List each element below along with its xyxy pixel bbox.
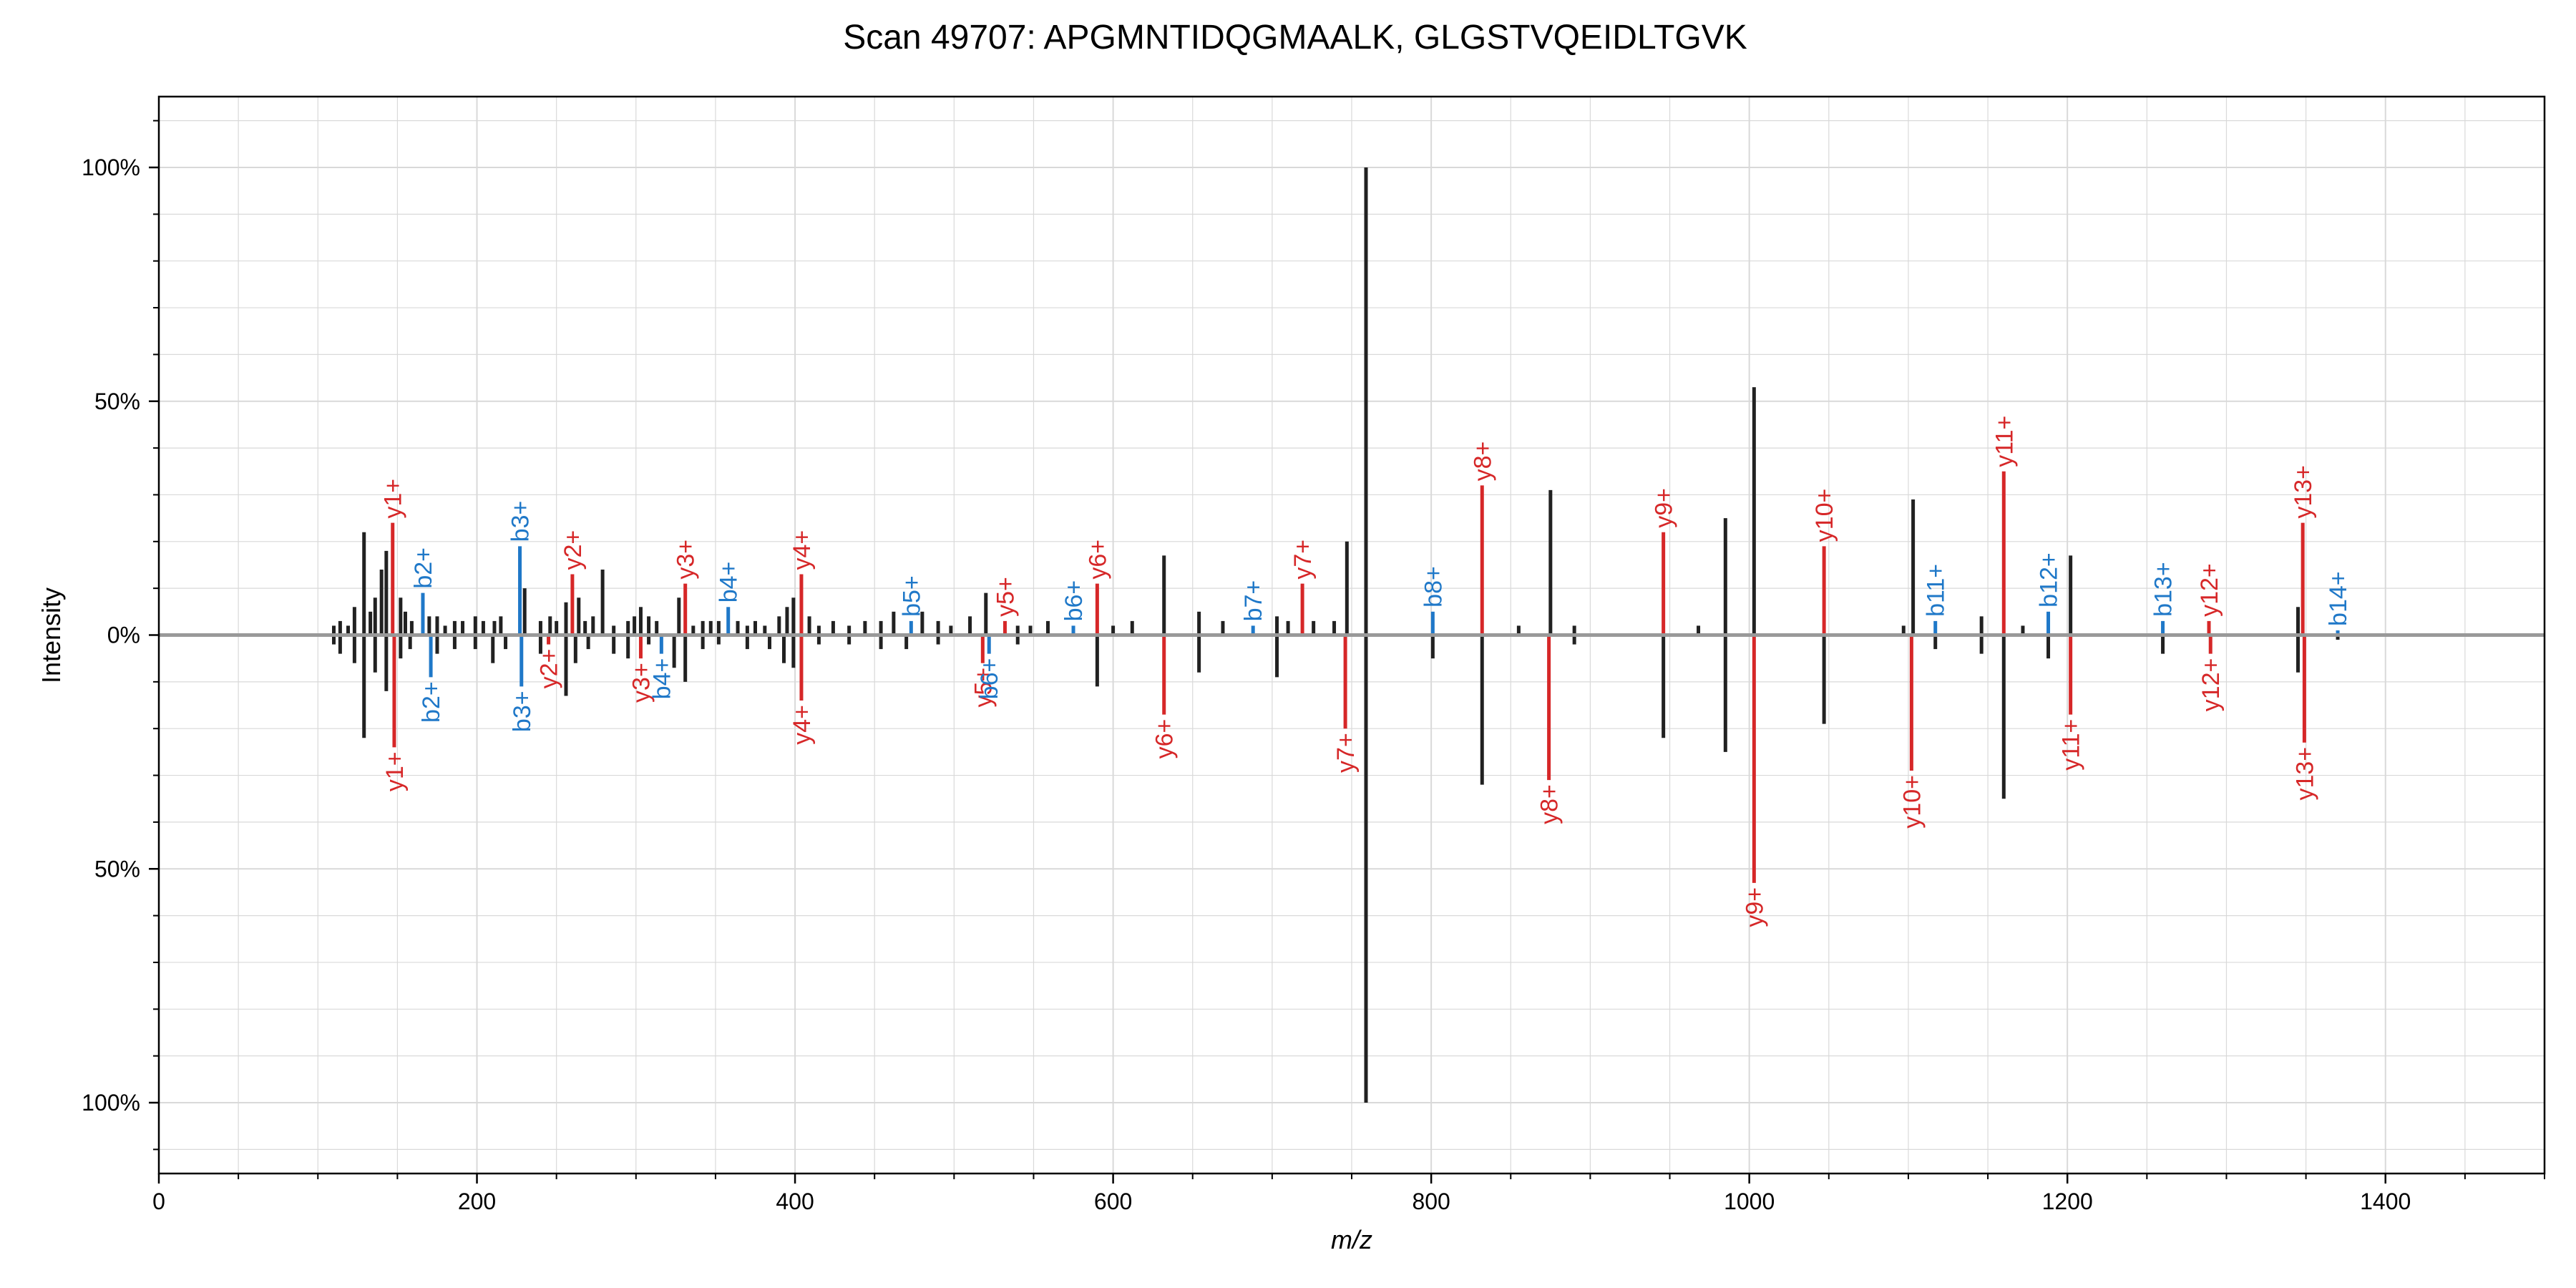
ion-label-top: y1+ [380, 479, 407, 519]
x-tick-label: 400 [776, 1189, 814, 1214]
x-tick-label: 1200 [2042, 1189, 2093, 1214]
axes-layer: 0 200 400 600 800 1000 1200 1400 100% 50% 0% 50% 100… [82, 95, 2546, 1214]
ion-label-bottom: y10+ [1898, 775, 1926, 829]
ion-label-top: y7+ [1289, 540, 1317, 580]
ion-label-top: y11+ [1991, 416, 2018, 467]
ion-label-top: b13+ [2150, 562, 2177, 617]
ion-label-bottom: b3+ [509, 691, 536, 732]
ion-label-top: y13+ [2290, 465, 2317, 519]
x-tick-label: 800 [1412, 1189, 1450, 1214]
x-tick-label: 200 [458, 1189, 496, 1214]
ion-label-bottom: y6+ [1151, 719, 1179, 759]
ion-label-top: y12+ [2196, 563, 2223, 617]
ion-labels-layer: y1+b2+b3+y2+ y3+b4+y4+b5+ y5+ b6+y6+b7+y7+b… [380, 416, 2352, 927]
ion-label-top: b5+ [898, 575, 925, 617]
ion-label-top: b3+ [507, 501, 535, 542]
ion-label-bottom: b2+ [418, 681, 445, 723]
ion-label-bottom: b4+ [648, 658, 675, 700]
chart-title: Scan 49707: APGMNTIDQGMAALK, GLGSTVQEIDL… [843, 19, 1747, 57]
x-tick-label: 600 [1094, 1189, 1132, 1214]
ion-label-top: y10+ [1811, 489, 1838, 542]
ion-label-top: b11+ [1923, 564, 1950, 617]
ion-label-bottom: y1+ [381, 751, 409, 791]
y-tick-label: 50% [94, 856, 140, 882]
ion-label-top: y4+ [789, 530, 816, 570]
ion-label-top: b4+ [716, 562, 743, 603]
ion-label-bottom: b6+ [976, 658, 1003, 700]
y-tick-label: 100% [82, 1090, 140, 1116]
x-axis-label: m/z [1331, 1225, 1372, 1254]
ion-label-top: b12+ [2036, 552, 2063, 608]
ion-label-bottom: y12+ [2197, 658, 2225, 712]
x-tick-label: 0 [152, 1189, 165, 1214]
ion-label-bottom: y2+ [536, 649, 563, 689]
x-tick-label: 1400 [2360, 1189, 2411, 1214]
ion-label-top: b7+ [1240, 580, 1267, 622]
ion-label-top: b6+ [1060, 580, 1088, 622]
ion-label-top: y9+ [1651, 488, 1678, 528]
ion-label-top: y5+ [992, 577, 1019, 617]
ion-label-bottom: y11+ [2058, 719, 2085, 771]
ion-label-bottom: y8+ [1536, 784, 1563, 824]
peaks-layer [331, 167, 2340, 1103]
ion-label-top: y3+ [673, 540, 700, 580]
ion-label-bottom: y4+ [789, 705, 816, 745]
ion-label-bottom: y5+ [970, 668, 997, 708]
ion-label-bottom: y3+ [628, 663, 655, 703]
ion-label-top: y2+ [560, 530, 587, 570]
y-axis-label: Intensity [36, 587, 66, 683]
ion-label-top: b14+ [2325, 571, 2352, 626]
ion-label-bottom: y7+ [1332, 733, 1360, 773]
y-tick-label: 50% [94, 389, 140, 414]
x-tick-label: 1000 [1724, 1189, 1775, 1214]
ion-label-top: b2+ [410, 547, 437, 589]
y-tick-label: 100% [82, 155, 140, 180]
ion-label-top: b8+ [1420, 566, 1447, 608]
ion-label-bottom: y9+ [1741, 887, 1768, 927]
ion-label-top: y6+ [1084, 540, 1111, 580]
y-tick-label: 0% [107, 623, 140, 648]
ion-label-bottom: y13+ [2291, 747, 2318, 801]
ion-label-top: y8+ [1469, 441, 1496, 482]
